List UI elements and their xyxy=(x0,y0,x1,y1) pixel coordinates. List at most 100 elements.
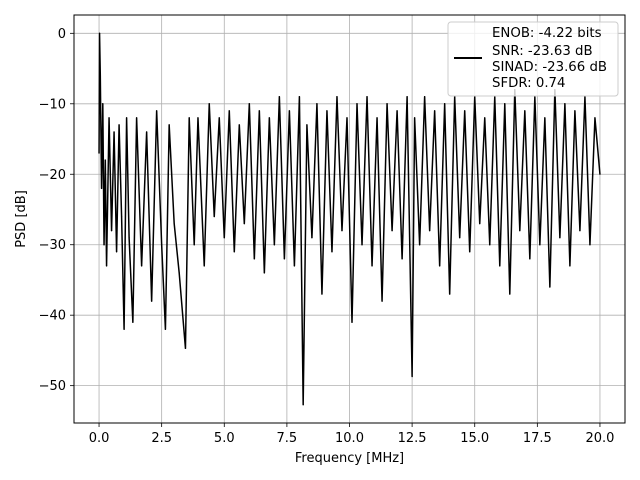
psd-data-point xyxy=(298,96,301,98)
psd-data-point xyxy=(439,265,441,267)
psd-data-point xyxy=(223,237,225,239)
psd-data-point xyxy=(559,237,561,239)
psd-data-point xyxy=(100,187,103,189)
psd-data-point xyxy=(268,117,270,119)
psd-data-point xyxy=(273,244,275,246)
psd-data-point xyxy=(444,103,446,105)
x-axis: 0.0 2.5 5.0 7.5 10.0 12.5 15.0 17.5 20.0 xyxy=(89,423,614,446)
psd-data-point xyxy=(233,251,235,253)
psd-data-point xyxy=(228,110,230,112)
psd-data-point xyxy=(499,265,501,267)
x-tick-label: 7.5 xyxy=(277,431,298,446)
psd-data-point xyxy=(524,110,526,112)
psd-data-point xyxy=(489,244,491,246)
legend-text-sfdr: SFDR: 0.74 xyxy=(492,76,565,91)
x-tick-label: 15.0 xyxy=(460,431,489,446)
psd-data-point xyxy=(569,265,571,267)
x-tick-label: 17.5 xyxy=(523,431,552,446)
psd-data-point xyxy=(346,117,348,119)
legend-text-enob: ENOB: -4.22 bits xyxy=(492,26,602,41)
psd-data-point xyxy=(594,117,596,119)
x-tick-label: 0.0 xyxy=(89,431,110,446)
psd-data-point xyxy=(258,110,260,112)
psd-data-point xyxy=(103,244,105,246)
psd-data-point xyxy=(539,244,541,246)
psd-data-point xyxy=(484,117,486,119)
psd-data-point xyxy=(311,237,313,239)
psd-data-point xyxy=(243,222,245,225)
psd-data-point xyxy=(108,117,110,119)
psd-data-point xyxy=(164,328,167,330)
psd-data-point xyxy=(356,103,358,105)
x-tick-label: 10.0 xyxy=(335,431,364,446)
psd-data-point xyxy=(574,110,576,112)
psd-data-point xyxy=(105,265,108,267)
psd-data-point xyxy=(326,110,328,112)
psd-data-point xyxy=(136,117,138,119)
psd-data-point xyxy=(459,237,461,239)
psd-data-point xyxy=(208,103,210,105)
psd-data-point xyxy=(396,110,398,112)
psd-data-point xyxy=(376,117,378,119)
psd-data-point xyxy=(336,96,338,98)
y-tick-label: −40 xyxy=(39,309,66,324)
psd-data-point xyxy=(529,258,531,260)
psd-data-point xyxy=(126,117,128,119)
psd-data-point xyxy=(99,75,101,77)
psd-data-point xyxy=(434,110,436,112)
psd-data-point xyxy=(479,222,481,225)
psd-data-point xyxy=(544,117,546,119)
psd-data-point xyxy=(184,347,187,349)
psd-data-point xyxy=(188,117,190,119)
psd-data-point xyxy=(110,230,113,232)
psd-data-point xyxy=(120,215,123,218)
legend-text-snr: SNR: -23.63 dB xyxy=(492,44,593,59)
psd-data-point xyxy=(115,251,118,253)
psd-data-point xyxy=(419,244,421,246)
y-axis: 0 −10 −20 −30 −40 −50 xyxy=(39,27,74,394)
psd-data-point xyxy=(156,110,158,112)
psd-data-point xyxy=(391,230,393,232)
psd-data-point xyxy=(178,272,180,274)
psd-data-point xyxy=(98,152,100,154)
psd-data-point xyxy=(414,117,416,119)
y-axis-label: PSD [dB] xyxy=(14,190,29,248)
psd-data-point xyxy=(302,404,304,406)
psd-data-point xyxy=(331,251,333,253)
psd-data-point xyxy=(386,103,388,105)
legend-box xyxy=(447,21,619,97)
x-tick-label: 20.0 xyxy=(585,431,614,446)
psd-data-point xyxy=(351,321,353,323)
psd-data-point xyxy=(449,293,451,295)
psd-data-point xyxy=(118,124,120,126)
psd-data-point xyxy=(123,328,125,330)
psd-data-point xyxy=(128,237,130,239)
psd-data-point xyxy=(469,251,471,253)
psd-data-point xyxy=(253,258,255,260)
psd-data-point xyxy=(238,124,240,126)
psd-data-point xyxy=(411,375,413,378)
psd-data-point xyxy=(589,244,591,246)
psd-data-point xyxy=(146,131,148,133)
psd-data-point xyxy=(406,96,408,98)
x-tick-label: 12.5 xyxy=(398,431,427,446)
psd-data-point xyxy=(366,96,368,98)
psd-data-point xyxy=(132,321,134,323)
psd-data-point xyxy=(341,230,343,232)
x-tick-label: 5.0 xyxy=(214,431,235,446)
y-tick-label: −50 xyxy=(39,379,66,394)
psd-data-point xyxy=(519,230,521,232)
psd-data-point xyxy=(509,293,511,295)
psd-data-point xyxy=(102,103,104,105)
psd-data-point xyxy=(288,110,290,112)
psd-data-point xyxy=(429,230,431,232)
psd-data-point xyxy=(464,110,466,112)
psd-data-point xyxy=(151,300,153,302)
psd-data-point xyxy=(213,215,215,218)
psd-data-point xyxy=(549,286,551,288)
psd-data-point xyxy=(263,272,265,274)
psd-data-point xyxy=(203,265,205,267)
psd-data-point xyxy=(424,96,426,98)
psd-data-point xyxy=(173,222,175,225)
